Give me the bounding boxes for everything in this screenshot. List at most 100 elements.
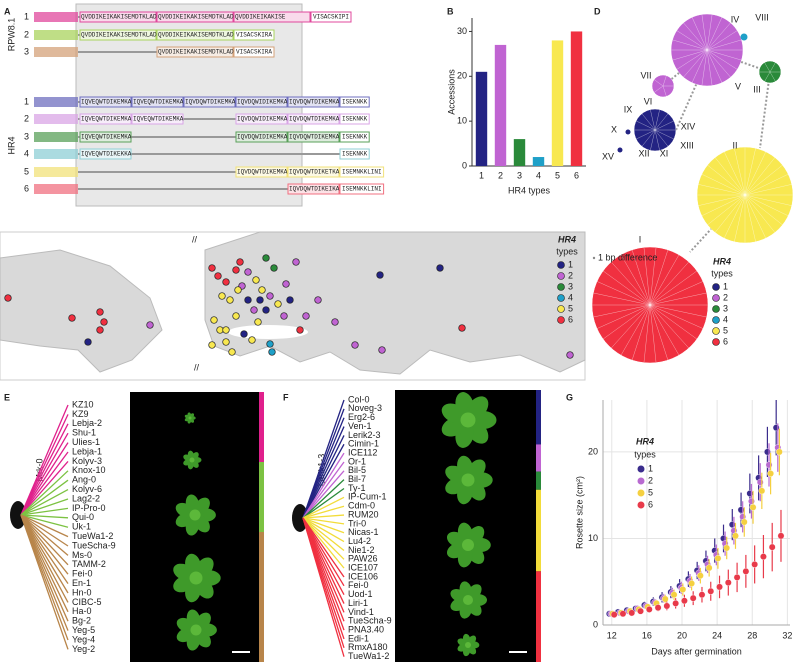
accession-dot [286, 296, 294, 304]
accession-dot [566, 351, 574, 359]
point [714, 554, 722, 562]
repeat-seq: IQVEQWTDIKEMKA [81, 134, 132, 141]
repeat-box [156, 46, 234, 58]
node-spoke [683, 49, 708, 78]
legend-swatch [712, 327, 720, 335]
node-spoke [706, 49, 713, 86]
cross-line [20, 507, 69, 516]
repeat-box [131, 113, 184, 125]
row-bar [34, 97, 78, 107]
point [698, 591, 706, 599]
cross-line [20, 514, 69, 603]
x-axis-label: Days after germination [651, 646, 742, 656]
cross-line [20, 514, 69, 584]
node-spoke [649, 254, 680, 306]
accession-name: Noveg-3 [348, 403, 382, 413]
node-spoke [649, 304, 669, 361]
accession-name: Or-1 [348, 456, 366, 466]
legend-label: 1 [723, 281, 728, 291]
node-spoke [635, 129, 656, 140]
point [764, 448, 771, 456]
node-spoke [744, 194, 783, 226]
repeat-box [235, 96, 288, 108]
cross-line [302, 496, 345, 519]
node-spoke [620, 304, 651, 356]
legend-label: 6 [648, 499, 653, 509]
cross-line [302, 470, 345, 519]
accession-dot [216, 326, 224, 334]
cross-line [20, 514, 69, 566]
accession-dot [244, 296, 252, 304]
repeat-tint [288, 97, 339, 107]
node-spoke [611, 261, 651, 306]
repeat-tint [234, 12, 310, 22]
node-spoke [676, 49, 708, 70]
accession-dot [248, 336, 256, 344]
x-tick-label: 32 [782, 630, 792, 640]
bar [532, 157, 545, 166]
accession-name: Yeg-5 [72, 625, 95, 635]
legend-label: 3 [568, 281, 573, 291]
legend-swatch [557, 316, 565, 324]
repeat-box [287, 166, 340, 178]
legend-title: HR4 [558, 234, 576, 244]
cross-line [302, 426, 345, 519]
accession-name: TueWa1-2 [348, 651, 389, 661]
node-label: XIV [681, 121, 696, 131]
node-spoke [706, 49, 731, 78]
point [707, 587, 715, 595]
node-spoke [698, 194, 746, 206]
accession-dot [208, 264, 216, 272]
accession-name: Cimin-1 [348, 439, 379, 449]
accession-name: Tri-0 [348, 518, 366, 528]
node-spoke [602, 304, 651, 340]
repeat-box [79, 29, 157, 41]
cross-line [302, 435, 345, 519]
row-label: 6 [24, 183, 29, 193]
row-label: 2 [24, 29, 29, 39]
legend-label: 3 [723, 303, 728, 313]
node-spoke [641, 129, 656, 147]
bar [570, 31, 583, 167]
legend-label: 2 [648, 475, 653, 485]
x-tick-label: 28 [747, 630, 757, 640]
accession-dot [331, 318, 339, 326]
tail-seq: ISEKNKK [342, 151, 368, 158]
node-spoke [654, 129, 669, 147]
repeat-tint [236, 132, 287, 142]
cross-line [302, 505, 345, 519]
legend-title: HR4 [713, 256, 731, 266]
legend-subtitle: types [634, 449, 656, 459]
network-edge [759, 71, 771, 149]
accession-dot [146, 321, 154, 329]
point [696, 572, 704, 580]
cross-line [20, 414, 69, 516]
point [688, 580, 695, 587]
node-spoke [769, 62, 776, 73]
accession-dot [244, 268, 252, 276]
node-spoke [593, 304, 651, 318]
accession-name: Vind-1 [348, 607, 374, 617]
node-spoke [706, 49, 723, 83]
cross-line [20, 498, 69, 516]
repeat-tint [132, 114, 183, 124]
x-tick-label: 6 [574, 170, 579, 180]
rosette-center [189, 457, 195, 463]
repeat-tint [80, 132, 131, 142]
rosette-center [188, 416, 192, 420]
repeat-seq: QVDDIKEIKAKISEMDTKLAD [81, 14, 157, 21]
accession-dot [378, 346, 386, 354]
x-tick-label: 1 [479, 170, 484, 180]
repeat-tint [236, 97, 287, 107]
rosette-center [465, 642, 471, 648]
node-spoke [676, 30, 708, 51]
node-label: VI [644, 96, 653, 106]
accession-dot [100, 318, 108, 326]
accession-dot [240, 330, 248, 338]
accession-name: Lag2-2 [72, 493, 100, 503]
node-spoke [654, 120, 675, 131]
node-spoke [611, 304, 651, 349]
accession-name: Lerik2-3 [348, 430, 381, 440]
y-tick-label: 20 [457, 71, 467, 81]
